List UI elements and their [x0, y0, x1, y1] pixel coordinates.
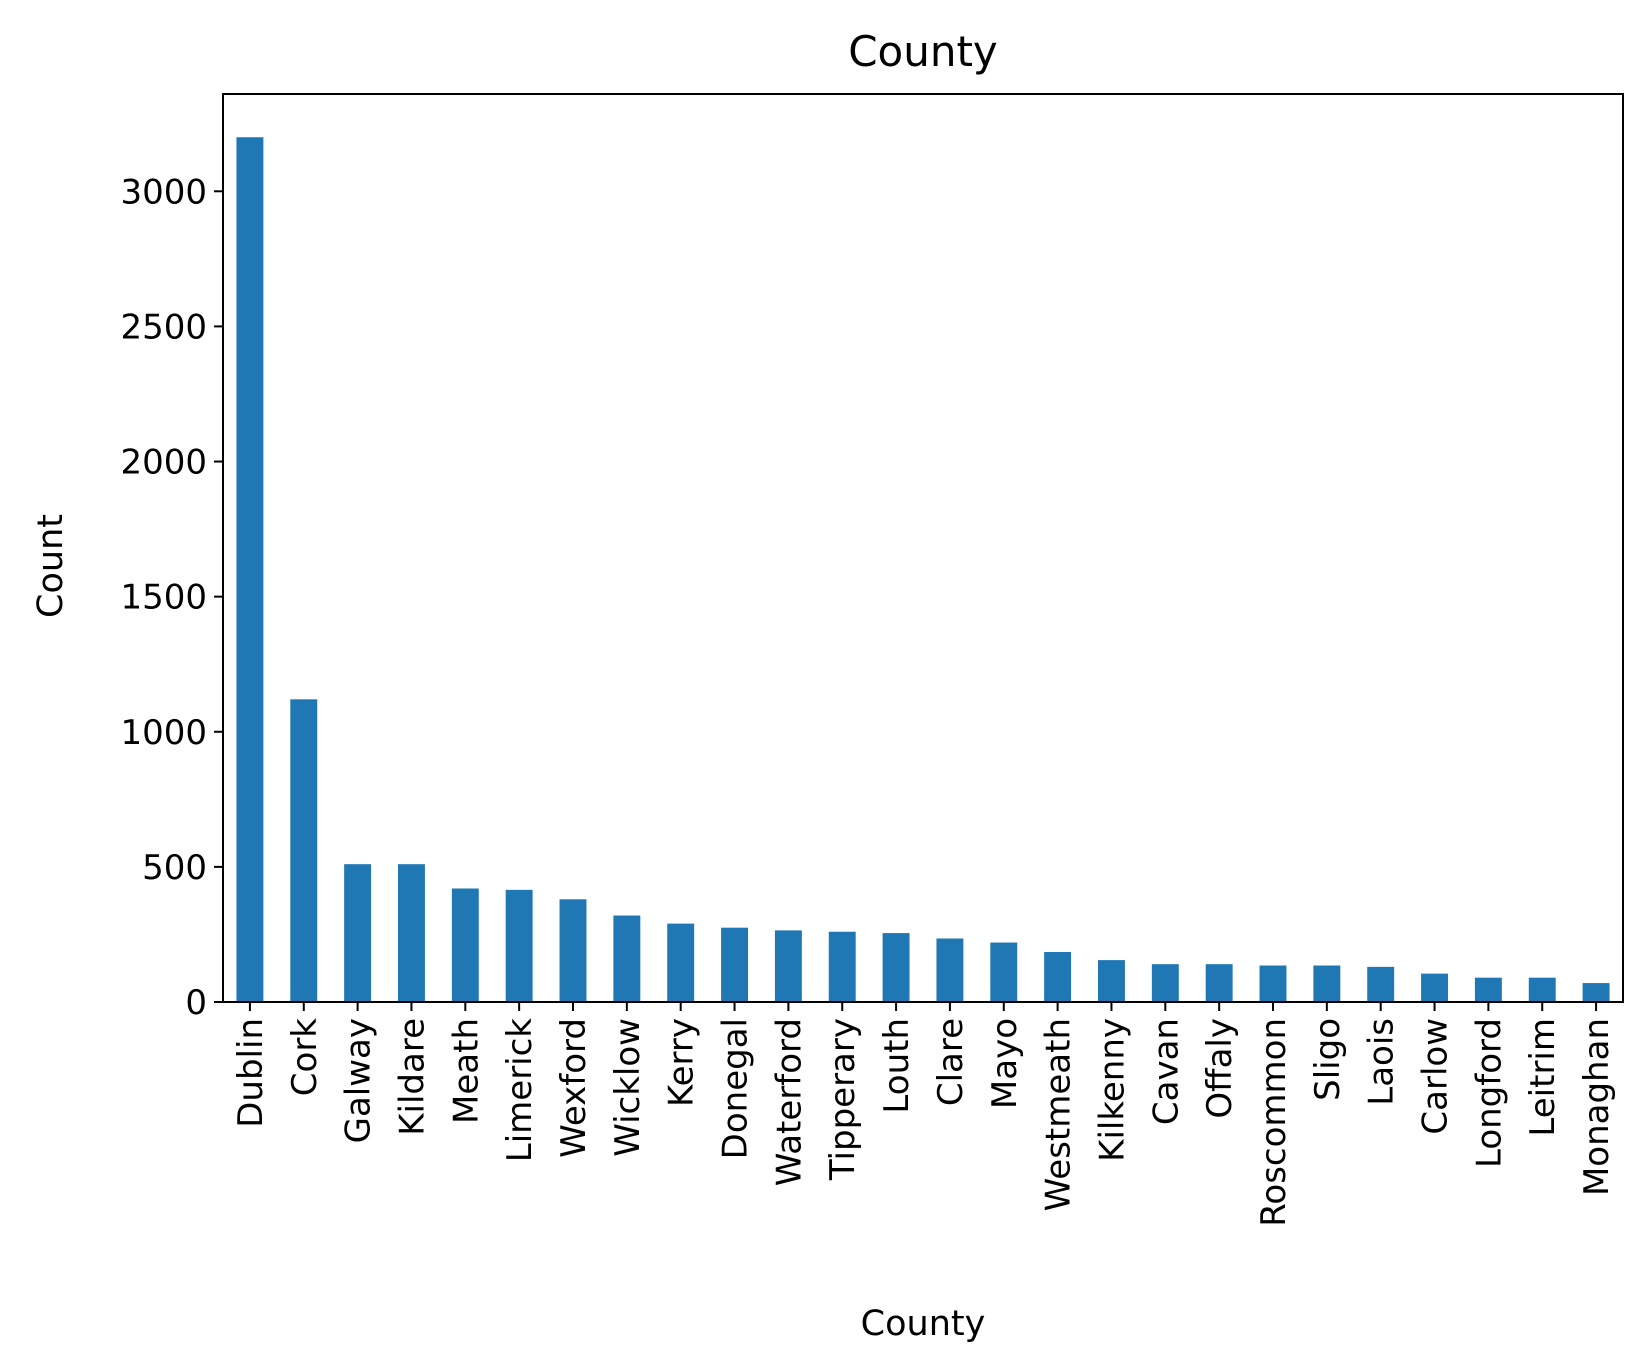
x-tick-label: Louth [877, 1018, 917, 1114]
x-tick-label: Clare [931, 1018, 971, 1106]
bar-offaly [1205, 964, 1233, 1002]
x-tick-label: Cork [285, 1018, 325, 1097]
x-tick-label: Limerick [500, 1018, 540, 1163]
bar-longford [1474, 977, 1502, 1002]
bar-clare [936, 938, 964, 1002]
x-tick-label: Kerry [662, 1018, 702, 1107]
x-tick-label: Longford [1469, 1018, 1509, 1168]
bar-dublin [236, 137, 264, 1003]
bar-westmeath [1044, 952, 1072, 1002]
x-tick-label: Cavan [1146, 1018, 1186, 1125]
x-tick-label: Dublin [231, 1018, 271, 1128]
bar-meath [451, 888, 479, 1002]
x-axis: Dublin Cork Galway Kildare Meath Limerick Wexf… [231, 1002, 1617, 1227]
bar-donegal [721, 927, 748, 1002]
bar-cavan [1151, 964, 1179, 1002]
x-tick-label: Waterford [769, 1018, 809, 1186]
x-tick-label: Roscommon [1254, 1018, 1294, 1227]
bar-laois [1367, 966, 1395, 1002]
x-tick-label: Tipperary [823, 1018, 863, 1181]
bar-tipperary [828, 931, 856, 1002]
y-tick-label: 0 [185, 983, 207, 1023]
y-tick-label: 2000 [120, 443, 207, 483]
bar-wexford [559, 899, 587, 1002]
x-tick-label: Offaly [1200, 1018, 1240, 1119]
bar-mayo [990, 942, 1018, 1002]
x-tick-label: Laois [1362, 1018, 1402, 1106]
x-axis-label: County [861, 1304, 986, 1344]
x-tick-label: Meath [446, 1018, 486, 1124]
x-tick-label: Galway [339, 1018, 379, 1143]
bar-roscommon [1259, 965, 1287, 1002]
bar-kilkenny [1098, 960, 1125, 1002]
y-axis: 0 500 1000 1500 2000 2500 3000 [120, 172, 223, 1023]
x-tick-label: Carlow [1416, 1018, 1456, 1135]
bar-cork [290, 699, 318, 1002]
y-tick-label: 1000 [120, 713, 207, 753]
chart-title: County [848, 27, 998, 76]
x-tick-label: Monaghan [1577, 1018, 1617, 1196]
y-tick-label: 2500 [120, 307, 207, 347]
bar-kerry [667, 923, 695, 1002]
x-tick-label: Sligo [1308, 1018, 1348, 1101]
y-tick-label: 1500 [120, 578, 207, 618]
x-tick-label: Kildare [392, 1018, 432, 1136]
bar-sligo [1313, 965, 1341, 1002]
bars-layer [236, 137, 1610, 1003]
x-tick-label: Mayo [985, 1018, 1025, 1109]
bar-limerick [505, 889, 533, 1002]
y-tick-label: 3000 [120, 172, 207, 212]
bar-louth [882, 933, 910, 1002]
x-tick-label: Kilkenny [1092, 1018, 1132, 1162]
bar-leitrim [1528, 977, 1556, 1002]
x-tick-label: Westmeath [1039, 1018, 1079, 1211]
bar-carlow [1421, 973, 1448, 1003]
bar-waterford [774, 930, 802, 1002]
bar-kildare [398, 864, 425, 1002]
plot-area-frame [222, 93, 1624, 1003]
x-tick-label: Donegal [716, 1018, 756, 1159]
y-tick-label: 500 [142, 848, 207, 888]
x-tick-label: Wicklow [608, 1018, 648, 1157]
x-tick-label: Leitrim [1523, 1018, 1563, 1137]
x-tick-label: Wexford [554, 1018, 594, 1158]
bar-wicklow [613, 915, 641, 1002]
bar-monaghan [1582, 983, 1610, 1002]
bar-galway [344, 864, 372, 1002]
y-axis-label: Count [31, 514, 71, 618]
